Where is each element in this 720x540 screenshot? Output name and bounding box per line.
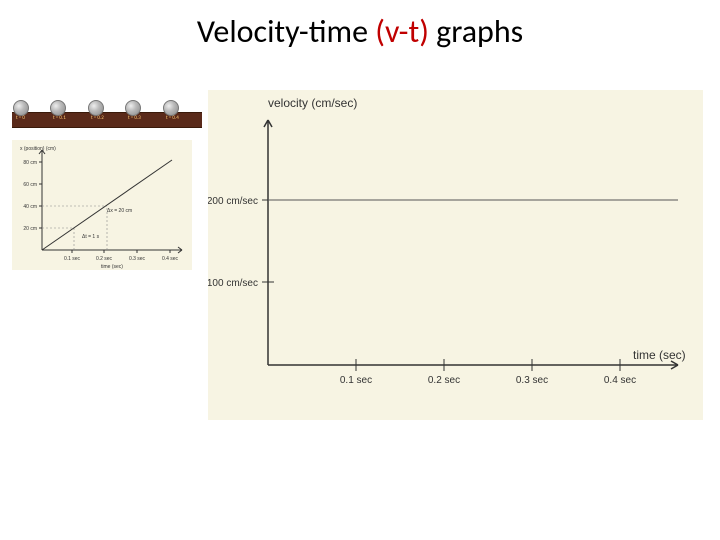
svg-text:Δx = 20 cm: Δx = 20 cm bbox=[107, 208, 132, 214]
svg-text:0.3 sec: 0.3 sec bbox=[516, 375, 548, 386]
small-graph-svg: 20 cm 40 cm 60 cm 80 cm 0.1 sec 0.2 sec 0.3 se… bbox=[12, 140, 192, 270]
ball-4 bbox=[163, 100, 179, 116]
svg-text:40 cm: 40 cm bbox=[23, 204, 37, 210]
ball-0 bbox=[13, 100, 29, 116]
svg-text:0.1 sec: 0.1 sec bbox=[64, 256, 81, 262]
title-highlight: (v-t) bbox=[375, 12, 429, 51]
track-tick-label-1: t = 0.1 bbox=[53, 115, 66, 121]
svg-text:0.2 sec: 0.2 sec bbox=[96, 256, 113, 262]
page-title: Velocity-time (v-t) graphs bbox=[0, 12, 720, 51]
main-graph-svg: 100 cm/sec 200 cm/sec 0.1 sec 0.2 sec 0.3 se… bbox=[208, 90, 703, 420]
main-xlabel: time (sec) bbox=[633, 348, 686, 362]
svg-text:0.4 sec: 0.4 sec bbox=[604, 375, 636, 386]
svg-text:200 cm/sec: 200 cm/sec bbox=[208, 196, 258, 207]
track-tick-label-3: t = 0.3 bbox=[128, 115, 141, 121]
main-ylabel: velocity (cm/sec) bbox=[268, 96, 357, 110]
svg-text:100 cm/sec: 100 cm/sec bbox=[208, 278, 258, 289]
track-tick-label-0: t = 0 bbox=[16, 115, 25, 121]
title-pre: Velocity-time bbox=[197, 12, 375, 51]
svg-text:0.4 sec: 0.4 sec bbox=[162, 256, 179, 262]
svg-text:0.2 sec: 0.2 sec bbox=[428, 375, 460, 386]
title-post: graphs bbox=[429, 12, 523, 51]
svg-text:20 cm: 20 cm bbox=[23, 226, 37, 232]
svg-text:Δt = 1 s: Δt = 1 s bbox=[82, 234, 100, 240]
svg-text:0.1 sec: 0.1 sec bbox=[340, 375, 372, 386]
motion-track: t = 0 t = 0.1 t = 0.2 t = 0.3 t = 0.4 bbox=[12, 100, 202, 128]
ball-3 bbox=[125, 100, 141, 116]
svg-text:0.3 sec: 0.3 sec bbox=[129, 256, 146, 262]
velocity-time-graph: velocity (cm/sec) time (sec) 100 cm/sec 2… bbox=[208, 90, 703, 420]
track-tick-label-2: t = 0.2 bbox=[91, 115, 104, 121]
position-time-graph: 20 cm 40 cm 60 cm 80 cm 0.1 sec 0.2 sec 0.3 se… bbox=[12, 140, 192, 270]
svg-text:80 cm: 80 cm bbox=[23, 160, 37, 166]
svg-text:time (sec): time (sec) bbox=[101, 264, 123, 270]
svg-text:x (position) (cm): x (position) (cm) bbox=[20, 146, 56, 152]
track-tick-label-4: t = 0.4 bbox=[166, 115, 179, 121]
ball-2 bbox=[88, 100, 104, 116]
ball-1 bbox=[50, 100, 66, 116]
svg-text:60 cm: 60 cm bbox=[23, 182, 37, 188]
